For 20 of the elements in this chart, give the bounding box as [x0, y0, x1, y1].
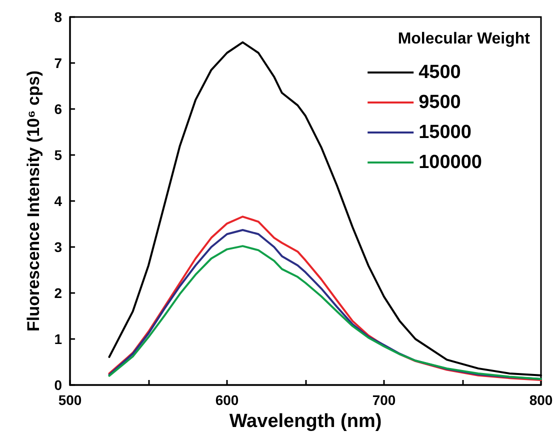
y-tick-label: 0 [54, 377, 62, 393]
y-tick-label: 8 [54, 9, 62, 25]
y-tick-label: 4 [54, 193, 62, 209]
legend-title: Molecular Weight [398, 30, 531, 48]
y-tick-label: 6 [54, 101, 62, 117]
y-tick-label: 2 [54, 285, 62, 301]
x-tick-label: 600 [215, 392, 239, 408]
legend-label: 100000 [418, 152, 482, 173]
legend-label: 4500 [418, 62, 461, 83]
y-tick-label: 5 [54, 147, 62, 163]
y-tick-label: 7 [54, 55, 62, 71]
legend-label: 9500 [418, 92, 461, 113]
legend-label: 15000 [418, 122, 472, 143]
x-axis-title: Wavelength (nm) [229, 410, 382, 432]
x-tick-label: 800 [529, 392, 553, 408]
x-tick-label: 500 [58, 392, 82, 408]
y-axis-title: Fluorescence Intensity (10⁶ cps) [24, 70, 43, 332]
y-tick-label: 3 [54, 239, 62, 255]
y-tick-label: 1 [54, 331, 62, 347]
x-tick-label: 700 [372, 392, 396, 408]
